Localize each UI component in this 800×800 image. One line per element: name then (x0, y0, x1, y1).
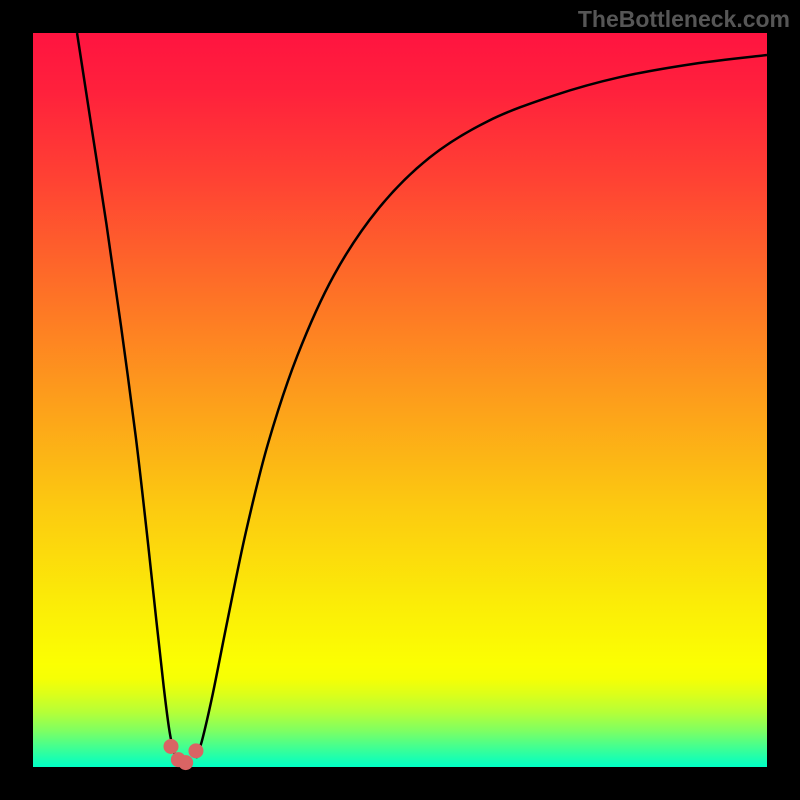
watermark-text: TheBottleneck.com (578, 6, 790, 33)
marker-point (189, 744, 203, 758)
chart-container: TheBottleneck.com (0, 0, 800, 800)
gradient-background (33, 33, 767, 767)
marker-point (179, 756, 193, 770)
marker-point (164, 739, 178, 753)
chart-svg (0, 0, 800, 800)
